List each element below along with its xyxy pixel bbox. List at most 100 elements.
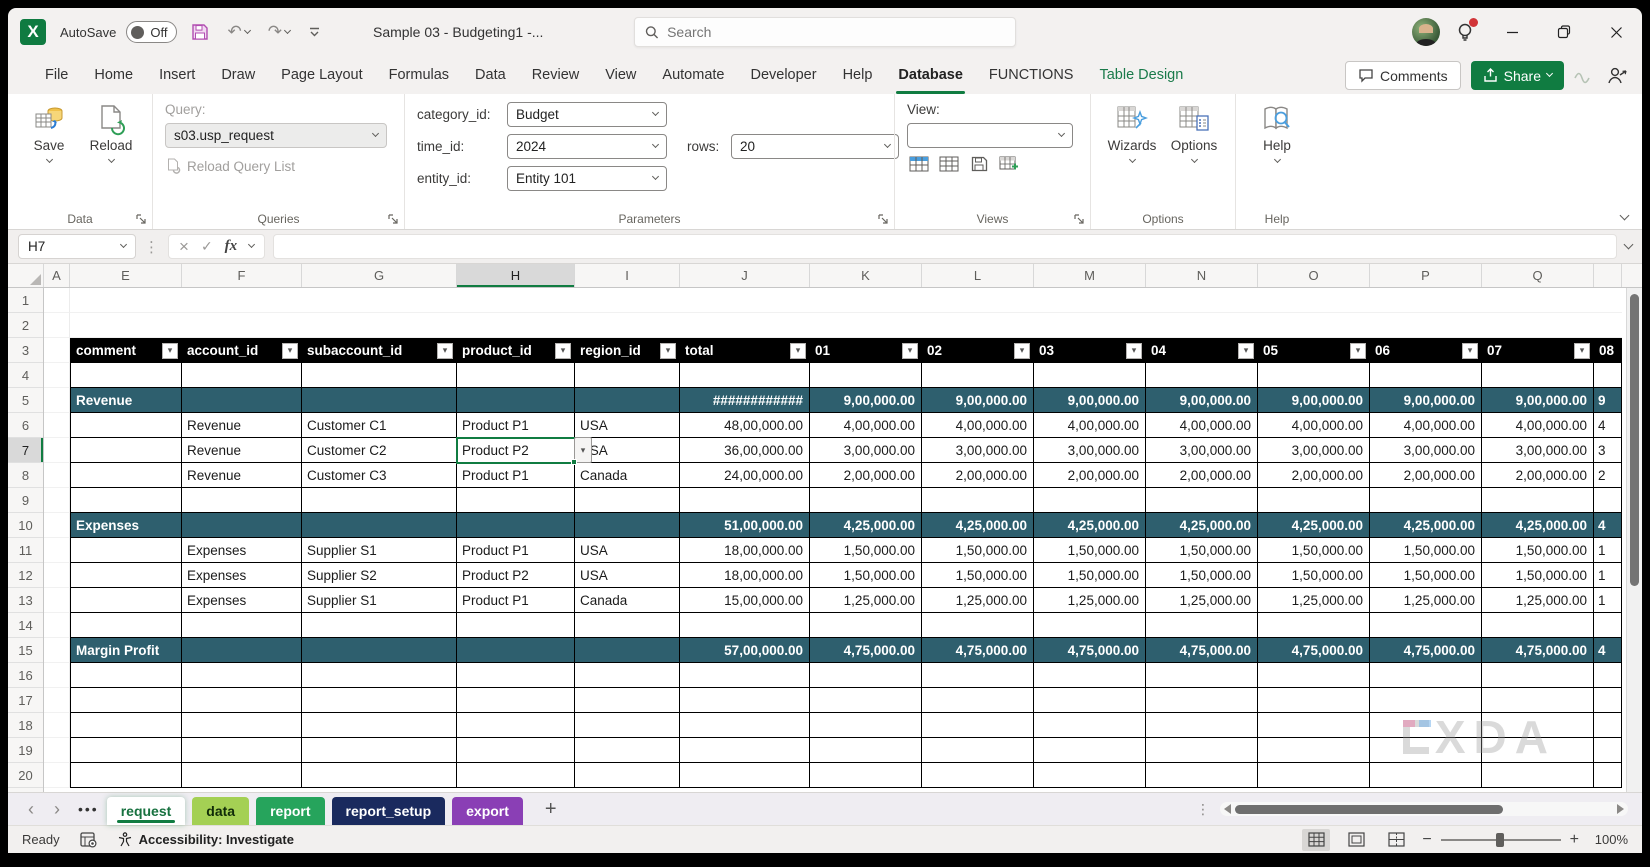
cell-K20[interactable] — [810, 763, 922, 788]
cell-F7[interactable]: Revenue — [182, 438, 302, 463]
cell-G8[interactable]: Customer C3 — [302, 463, 457, 488]
cell-F16[interactable] — [182, 663, 302, 688]
cell-N12[interactable]: 1,50,000.00 — [1146, 563, 1258, 588]
cell-P3[interactable]: 06 ▾ — [1370, 338, 1482, 363]
sheet-tab-export[interactable]: export — [452, 797, 523, 825]
cell-R3[interactable]: 08 — [1594, 338, 1622, 363]
cell-Q20[interactable] — [1482, 763, 1594, 788]
cell-E19[interactable] — [70, 738, 182, 763]
parameter-dropdown-entity-id-[interactable]: Entity 101 — [507, 166, 667, 191]
cell-F10[interactable] — [182, 513, 302, 538]
insert-function-button[interactable]: fx — [224, 238, 238, 254]
cell-A3[interactable] — [44, 338, 70, 363]
cell-Q18[interactable] — [1482, 713, 1594, 738]
row-header-9[interactable]: 9 — [8, 488, 43, 513]
cell-I11[interactable]: USA — [575, 538, 680, 563]
zoom-in-button[interactable]: + — [1569, 830, 1579, 848]
formula-input[interactable] — [273, 234, 1617, 259]
cell-K12[interactable]: 1,50,000.00 — [810, 563, 922, 588]
prev-sheet-button[interactable]: ‹ — [28, 798, 34, 819]
cell-O13[interactable]: 1,25,000.00 — [1258, 588, 1370, 613]
ribbon-tab-help[interactable]: Help — [842, 67, 873, 83]
cell-K8[interactable]: 2,00,000.00 — [810, 463, 922, 488]
cell-R5[interactable]: 9 — [1594, 388, 1622, 413]
ribbon-tab-data[interactable]: Data — [475, 67, 506, 83]
cell-H9[interactable] — [457, 488, 575, 513]
query-dropdown[interactable]: s03.usp_request — [165, 123, 387, 148]
cell-O8[interactable]: 2,00,000.00 — [1258, 463, 1370, 488]
cell-I3[interactable]: region_id ▾ — [575, 338, 680, 363]
cell-N4[interactable] — [1146, 363, 1258, 388]
row-header-10[interactable]: 10 — [8, 513, 43, 538]
name-box[interactable]: H7 — [18, 234, 136, 259]
cell-E4[interactable] — [70, 363, 182, 388]
cell-K17[interactable] — [810, 688, 922, 713]
views-dialog-launcher-icon[interactable] — [1073, 213, 1085, 225]
sheet-tab-report[interactable]: report — [256, 797, 325, 825]
cell-N18[interactable] — [1146, 713, 1258, 738]
cell-M7[interactable]: 3,00,000.00 — [1034, 438, 1146, 463]
cell-O7[interactable]: 3,00,000.00 — [1258, 438, 1370, 463]
cell-N8[interactable]: 2,00,000.00 — [1146, 463, 1258, 488]
cell-G12[interactable]: Supplier S2 — [302, 563, 457, 588]
cell-H17[interactable] — [457, 688, 575, 713]
filter-button-product-id[interactable]: ▾ — [555, 342, 571, 359]
rows-dropdown[interactable]: 20 — [731, 134, 899, 159]
cell-E18[interactable] — [70, 713, 182, 738]
cell-I8[interactable]: Canada — [575, 463, 680, 488]
sheet-tab-data[interactable]: data — [192, 797, 250, 825]
cell-L10[interactable]: 4,25,000.00 — [922, 513, 1034, 538]
cell-I16[interactable] — [575, 663, 680, 688]
row-header-16[interactable]: 16 — [8, 663, 43, 688]
cell-J17[interactable] — [680, 688, 810, 713]
row-header-17[interactable]: 17 — [8, 688, 43, 713]
cell-H18[interactable] — [457, 713, 575, 738]
cell-H1[interactable] — [457, 288, 575, 313]
filter-button-total[interactable]: ▾ — [790, 342, 806, 359]
cell-P18[interactable] — [1370, 713, 1482, 738]
ribbon-tab-page-layout[interactable]: Page Layout — [281, 67, 363, 83]
zoom-slider-thumb[interactable] — [1495, 832, 1504, 847]
row-header-3[interactable]: 3 — [8, 338, 43, 363]
cell-M12[interactable]: 1,50,000.00 — [1034, 563, 1146, 588]
cell-M13[interactable]: 1,25,000.00 — [1034, 588, 1146, 613]
cell-K10[interactable]: 4,25,000.00 — [810, 513, 922, 538]
cell-E20[interactable] — [70, 763, 182, 788]
cell-L2[interactable] — [922, 313, 1034, 338]
cell-E9[interactable] — [70, 488, 182, 513]
cell-J14[interactable] — [680, 613, 810, 638]
ribbon-tab-developer[interactable]: Developer — [750, 67, 817, 83]
cell-N3[interactable]: 04 ▾ — [1146, 338, 1258, 363]
column-header-H[interactable]: H — [457, 264, 575, 287]
cell-N20[interactable] — [1146, 763, 1258, 788]
cell-F18[interactable] — [182, 713, 302, 738]
cell-R16[interactable] — [1594, 663, 1622, 688]
cell-Q5[interactable]: 9,00,000.00 — [1482, 388, 1594, 413]
row-header-20[interactable]: 20 — [8, 763, 43, 788]
cell-E8[interactable] — [70, 463, 182, 488]
ribbon-tab-review[interactable]: Review — [531, 67, 580, 83]
help-button[interactable]: Help — [1248, 102, 1306, 209]
cell-E14[interactable] — [70, 613, 182, 638]
cell-J15[interactable]: 57,00,000.00 — [680, 638, 810, 663]
cell-G6[interactable]: Customer C1 — [302, 413, 457, 438]
column-header-O[interactable]: O — [1258, 264, 1370, 287]
cell-I20[interactable] — [575, 763, 680, 788]
cell-R9[interactable] — [1594, 488, 1622, 513]
cell-P19[interactable] — [1370, 738, 1482, 763]
cell-M11[interactable]: 1,50,000.00 — [1034, 538, 1146, 563]
cell-O9[interactable] — [1258, 488, 1370, 513]
cell-O14[interactable] — [1258, 613, 1370, 638]
cell-F8[interactable]: Revenue — [182, 463, 302, 488]
cell-Q1[interactable] — [1482, 288, 1594, 313]
cell-E2[interactable] — [70, 313, 182, 338]
cell-A17[interactable] — [44, 688, 70, 713]
cell-P4[interactable] — [1370, 363, 1482, 388]
cell-Q7[interactable]: 3,00,000.00 — [1482, 438, 1594, 463]
cell-H19[interactable] — [457, 738, 575, 763]
ribbon-tab-formulas[interactable]: Formulas — [388, 67, 450, 83]
cell-J8[interactable]: 24,00,000.00 — [680, 463, 810, 488]
reload-query-list-button[interactable]: Reload Query List — [165, 158, 392, 174]
select-all-corner[interactable] — [8, 264, 44, 287]
cell-I5[interactable] — [575, 388, 680, 413]
